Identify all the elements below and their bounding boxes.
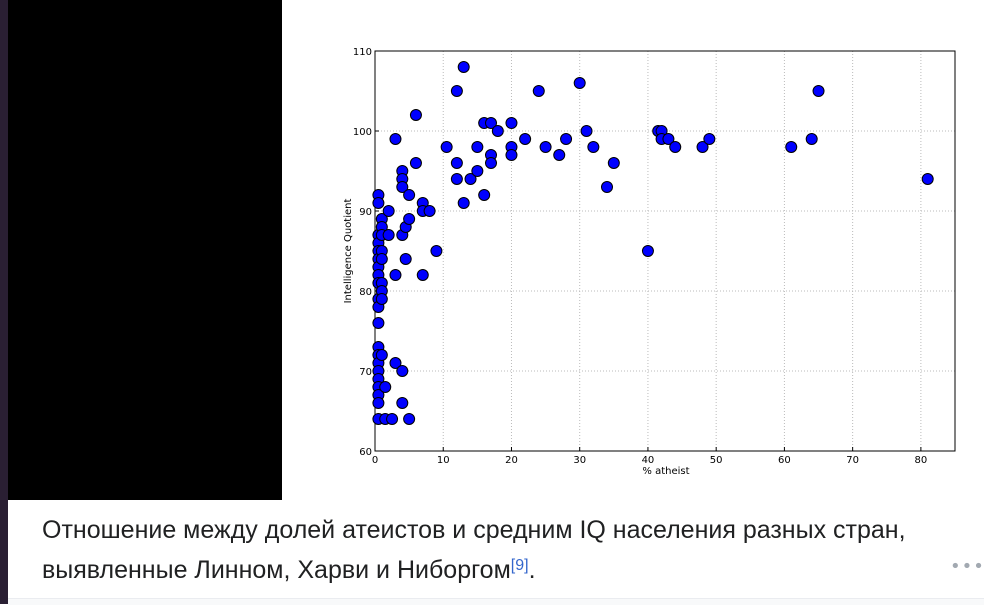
data-point <box>457 197 470 209</box>
data-point <box>403 413 416 425</box>
data-point <box>703 133 716 145</box>
ticks: 0 10 20 30 40 50 60 70 80 60 70 80 90 100 110 <box>353 47 927 466</box>
scatter-chart: 0 10 20 30 40 50 60 70 80 60 70 80 90 100 110 % atheis… <box>343 47 956 477</box>
data-point <box>485 157 497 169</box>
y-tick-label: 90 <box>359 207 372 218</box>
data-point <box>423 205 436 217</box>
data-point <box>532 85 545 97</box>
data-point <box>396 397 409 409</box>
data-point <box>409 157 422 169</box>
reference-link[interactable]: [9] <box>510 557 529 574</box>
data-point <box>485 117 497 129</box>
data-point <box>696 141 709 153</box>
data-points <box>372 61 934 425</box>
data-point <box>553 149 566 161</box>
data-point <box>403 189 416 201</box>
data-point <box>389 133 402 145</box>
ellipsis-icon[interactable]: ••• <box>950 556 984 577</box>
data-point <box>478 189 491 201</box>
x-tick-label: 20 <box>505 455 518 466</box>
x-axis-label: % atheist <box>642 466 689 477</box>
data-point <box>505 117 518 129</box>
data-point <box>505 149 518 161</box>
data-point <box>389 269 402 281</box>
data-point <box>607 157 620 169</box>
data-point <box>921 173 934 185</box>
data-point <box>641 245 654 257</box>
y-tick-label: 70 <box>359 367 372 378</box>
data-point <box>416 269 429 281</box>
data-point <box>805 133 818 145</box>
data-point <box>403 213 416 225</box>
x-tick-label: 10 <box>437 455 450 466</box>
y-axis-label: Intelligence Quotient <box>343 199 354 304</box>
data-point <box>409 109 422 121</box>
data-point <box>785 141 798 153</box>
caption-text: Отношение между долей атеистов и средним… <box>42 516 906 584</box>
data-point <box>580 125 593 137</box>
data-point <box>372 317 385 329</box>
x-tick-label: 30 <box>573 455 586 466</box>
plot-frame <box>374 50 956 452</box>
x-tick-label: 50 <box>710 455 723 466</box>
data-point <box>450 157 463 169</box>
data-point <box>372 397 385 409</box>
data-point <box>669 141 682 153</box>
x-tick-label: 40 <box>642 455 655 466</box>
data-point <box>450 85 463 97</box>
caption-end: . <box>528 556 536 584</box>
data-point <box>375 253 388 265</box>
data-point <box>382 229 395 241</box>
figure-caption: Отношение между долей атеистов и средним… <box>42 510 942 590</box>
data-point <box>587 141 600 153</box>
data-point <box>375 293 388 305</box>
data-point <box>464 173 477 185</box>
data-point <box>560 133 573 145</box>
data-point <box>396 181 409 193</box>
x-tick-label: 80 <box>915 455 928 466</box>
bottom-divider <box>8 598 984 605</box>
data-point <box>389 357 402 369</box>
data-point <box>601 181 613 193</box>
data-point <box>382 205 395 217</box>
data-point <box>379 381 392 393</box>
data-point <box>396 365 409 377</box>
y-tick-label: 100 <box>353 127 372 138</box>
data-point <box>519 133 532 145</box>
data-point <box>812 85 825 97</box>
data-point <box>471 141 484 153</box>
data-point <box>573 77 586 89</box>
x-tick-label: 60 <box>778 455 791 466</box>
data-point <box>386 413 399 425</box>
data-point <box>662 133 675 145</box>
data-point <box>399 253 412 265</box>
y-tick-label: 80 <box>359 287 372 298</box>
data-point <box>450 173 463 185</box>
data-point <box>491 125 504 137</box>
data-point <box>539 141 552 153</box>
black-panel <box>8 0 282 500</box>
grid <box>374 50 955 452</box>
y-tick-label: 60 <box>359 447 372 458</box>
data-point <box>471 165 484 177</box>
data-point <box>457 61 470 73</box>
data-point <box>430 245 443 257</box>
x-tick-label: 70 <box>846 455 859 466</box>
x-tick-label: 0 <box>372 455 378 466</box>
data-point <box>375 349 388 361</box>
y-tick-label: 110 <box>353 47 372 58</box>
data-point <box>372 197 385 209</box>
window-edge <box>0 0 8 604</box>
data-point <box>440 141 453 153</box>
